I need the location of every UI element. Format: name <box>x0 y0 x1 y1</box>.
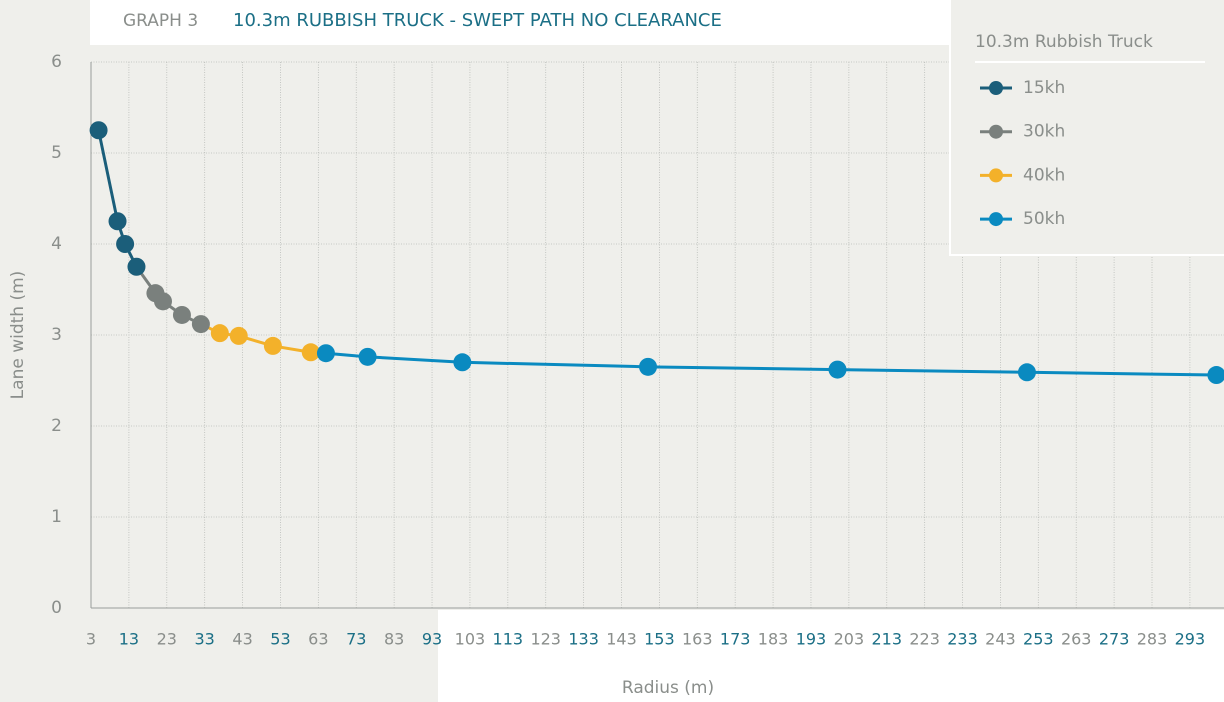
x-tick-label: 33 <box>194 630 214 649</box>
x-tick-label: 83 <box>384 630 404 649</box>
x-tick-label: 133 <box>568 630 599 649</box>
point <box>89 121 108 140</box>
point <box>229 326 248 345</box>
point <box>358 347 377 366</box>
x-tick-label: 123 <box>530 630 561 649</box>
legend-marker <box>989 81 1003 95</box>
x-tick-label: 93 <box>422 630 442 649</box>
x-tick-label: 273 <box>1099 630 1130 649</box>
x-tick-label: 13 <box>119 630 139 649</box>
legend-label: 30kh <box>1023 122 1065 142</box>
x-tick-label: 163 <box>682 630 713 649</box>
point <box>828 360 847 379</box>
x-tick-label: 233 <box>947 630 978 649</box>
legend-marker <box>989 168 1003 183</box>
y-tick-label: 2 <box>51 416 62 436</box>
title-band <box>90 0 950 45</box>
legend: 10.3m Rubbish Truck 15kh 30kh 40kh 50kh <box>949 0 1224 256</box>
point <box>153 292 172 311</box>
x-tick-label: 183 <box>758 630 789 649</box>
x-tick-label: 213 <box>871 630 902 649</box>
legend-marker <box>989 212 1003 227</box>
y-tick-label: 6 <box>51 52 62 72</box>
legend-label: 40kh <box>1023 165 1065 185</box>
series-line <box>97 129 138 268</box>
y-tick-label: 5 <box>51 143 62 163</box>
chart-title: 10.3m RUBBISH TRUCK - SWEPT PATH NO CLEA… <box>233 10 722 31</box>
y-axis-label: Lane width (m) <box>8 271 28 400</box>
x-tick-label: 73 <box>346 630 366 649</box>
point <box>1017 363 1036 382</box>
y-tick-label: 3 <box>51 325 62 345</box>
x-tick-label: 243 <box>985 630 1016 649</box>
point <box>453 353 472 372</box>
point <box>301 343 320 362</box>
point <box>127 257 146 276</box>
footer-band <box>438 610 1224 702</box>
x-tick-label: 223 <box>909 630 940 649</box>
y-tick-label: 1 <box>51 507 62 527</box>
point <box>108 212 127 231</box>
x-tick-label: 43 <box>232 630 252 649</box>
x-tick-label: 143 <box>606 630 637 649</box>
x-tick-label: 173 <box>720 630 751 649</box>
y-tick-label: 0 <box>51 598 62 618</box>
y-tick-label: 4 <box>51 234 62 254</box>
point <box>172 305 191 324</box>
x-tick-label: 23 <box>157 630 177 649</box>
point <box>263 336 282 355</box>
x-tick-label: 283 <box>1137 630 1168 649</box>
x-tick-label: 63 <box>308 630 328 649</box>
point <box>639 357 658 376</box>
x-tick-label: 193 <box>796 630 827 649</box>
x-tick-label: 3 <box>86 630 96 649</box>
x-tick-label: 153 <box>644 630 675 649</box>
point <box>316 344 335 363</box>
legend-label: 15kh <box>1023 78 1065 98</box>
series-line <box>219 331 312 354</box>
x-tick-label: 263 <box>1061 630 1092 649</box>
legend-marker <box>989 124 1003 139</box>
point <box>116 235 135 253</box>
x-axis-label: Radius (m) <box>622 678 714 698</box>
point <box>1207 366 1224 385</box>
legend-label: 50kh <box>1023 209 1065 229</box>
point <box>191 315 210 334</box>
x-tick-label: 293 <box>1175 630 1206 649</box>
point <box>210 324 229 343</box>
x-tick-label: 203 <box>834 630 865 649</box>
x-tick-label: 113 <box>493 630 524 649</box>
legend-title: 10.3m Rubbish Truck <box>975 32 1153 52</box>
x-tick-label: 53 <box>270 630 290 649</box>
x-tick-label: 253 <box>1023 630 1054 649</box>
chart-label: GRAPH 3 <box>123 11 198 31</box>
x-tick-label: 103 <box>455 630 486 649</box>
